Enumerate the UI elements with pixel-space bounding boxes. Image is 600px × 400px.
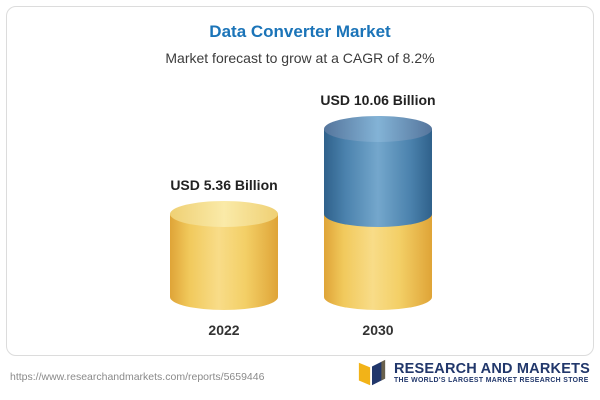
value-label-2022: USD 5.36 Billion [170, 176, 278, 193]
research-and-markets-logo-icon [357, 358, 387, 388]
page-subtitle: Market forecast to grow at a CAGR of 8.2… [165, 50, 435, 66]
cylinder-2030-growth-segment [324, 128, 432, 214]
x-tick-2030: 2030 [362, 322, 394, 338]
value-label-2030: USD 10.06 Billion [320, 91, 436, 108]
report-url: https://www.researchandmarkets.com/repor… [10, 371, 265, 383]
x-tick-2022: 2022 [208, 322, 240, 338]
chart-area: USD 5.36 Billion 2022 USD 10.06 Billion … [170, 91, 436, 338]
research-and-markets-logo: RESEARCH AND MARKETS THE WORLD'S LARGEST… [357, 358, 590, 388]
cylinder-2030-top-cap [324, 115, 432, 142]
cylinder-2022-body [170, 213, 278, 310]
logo-tagline: THE WORLD'S LARGEST MARKET RESEARCH STOR… [394, 377, 589, 385]
logo-name: RESEARCH AND MARKETS [394, 360, 590, 377]
chart-card [6, 6, 594, 356]
cylinder-2022-top-cap [170, 200, 278, 227]
page-title: Data Converter Market [209, 22, 391, 41]
cylinder-2030-base-segment [324, 213, 432, 310]
cylinder-2030-segment-junction [324, 200, 432, 227]
